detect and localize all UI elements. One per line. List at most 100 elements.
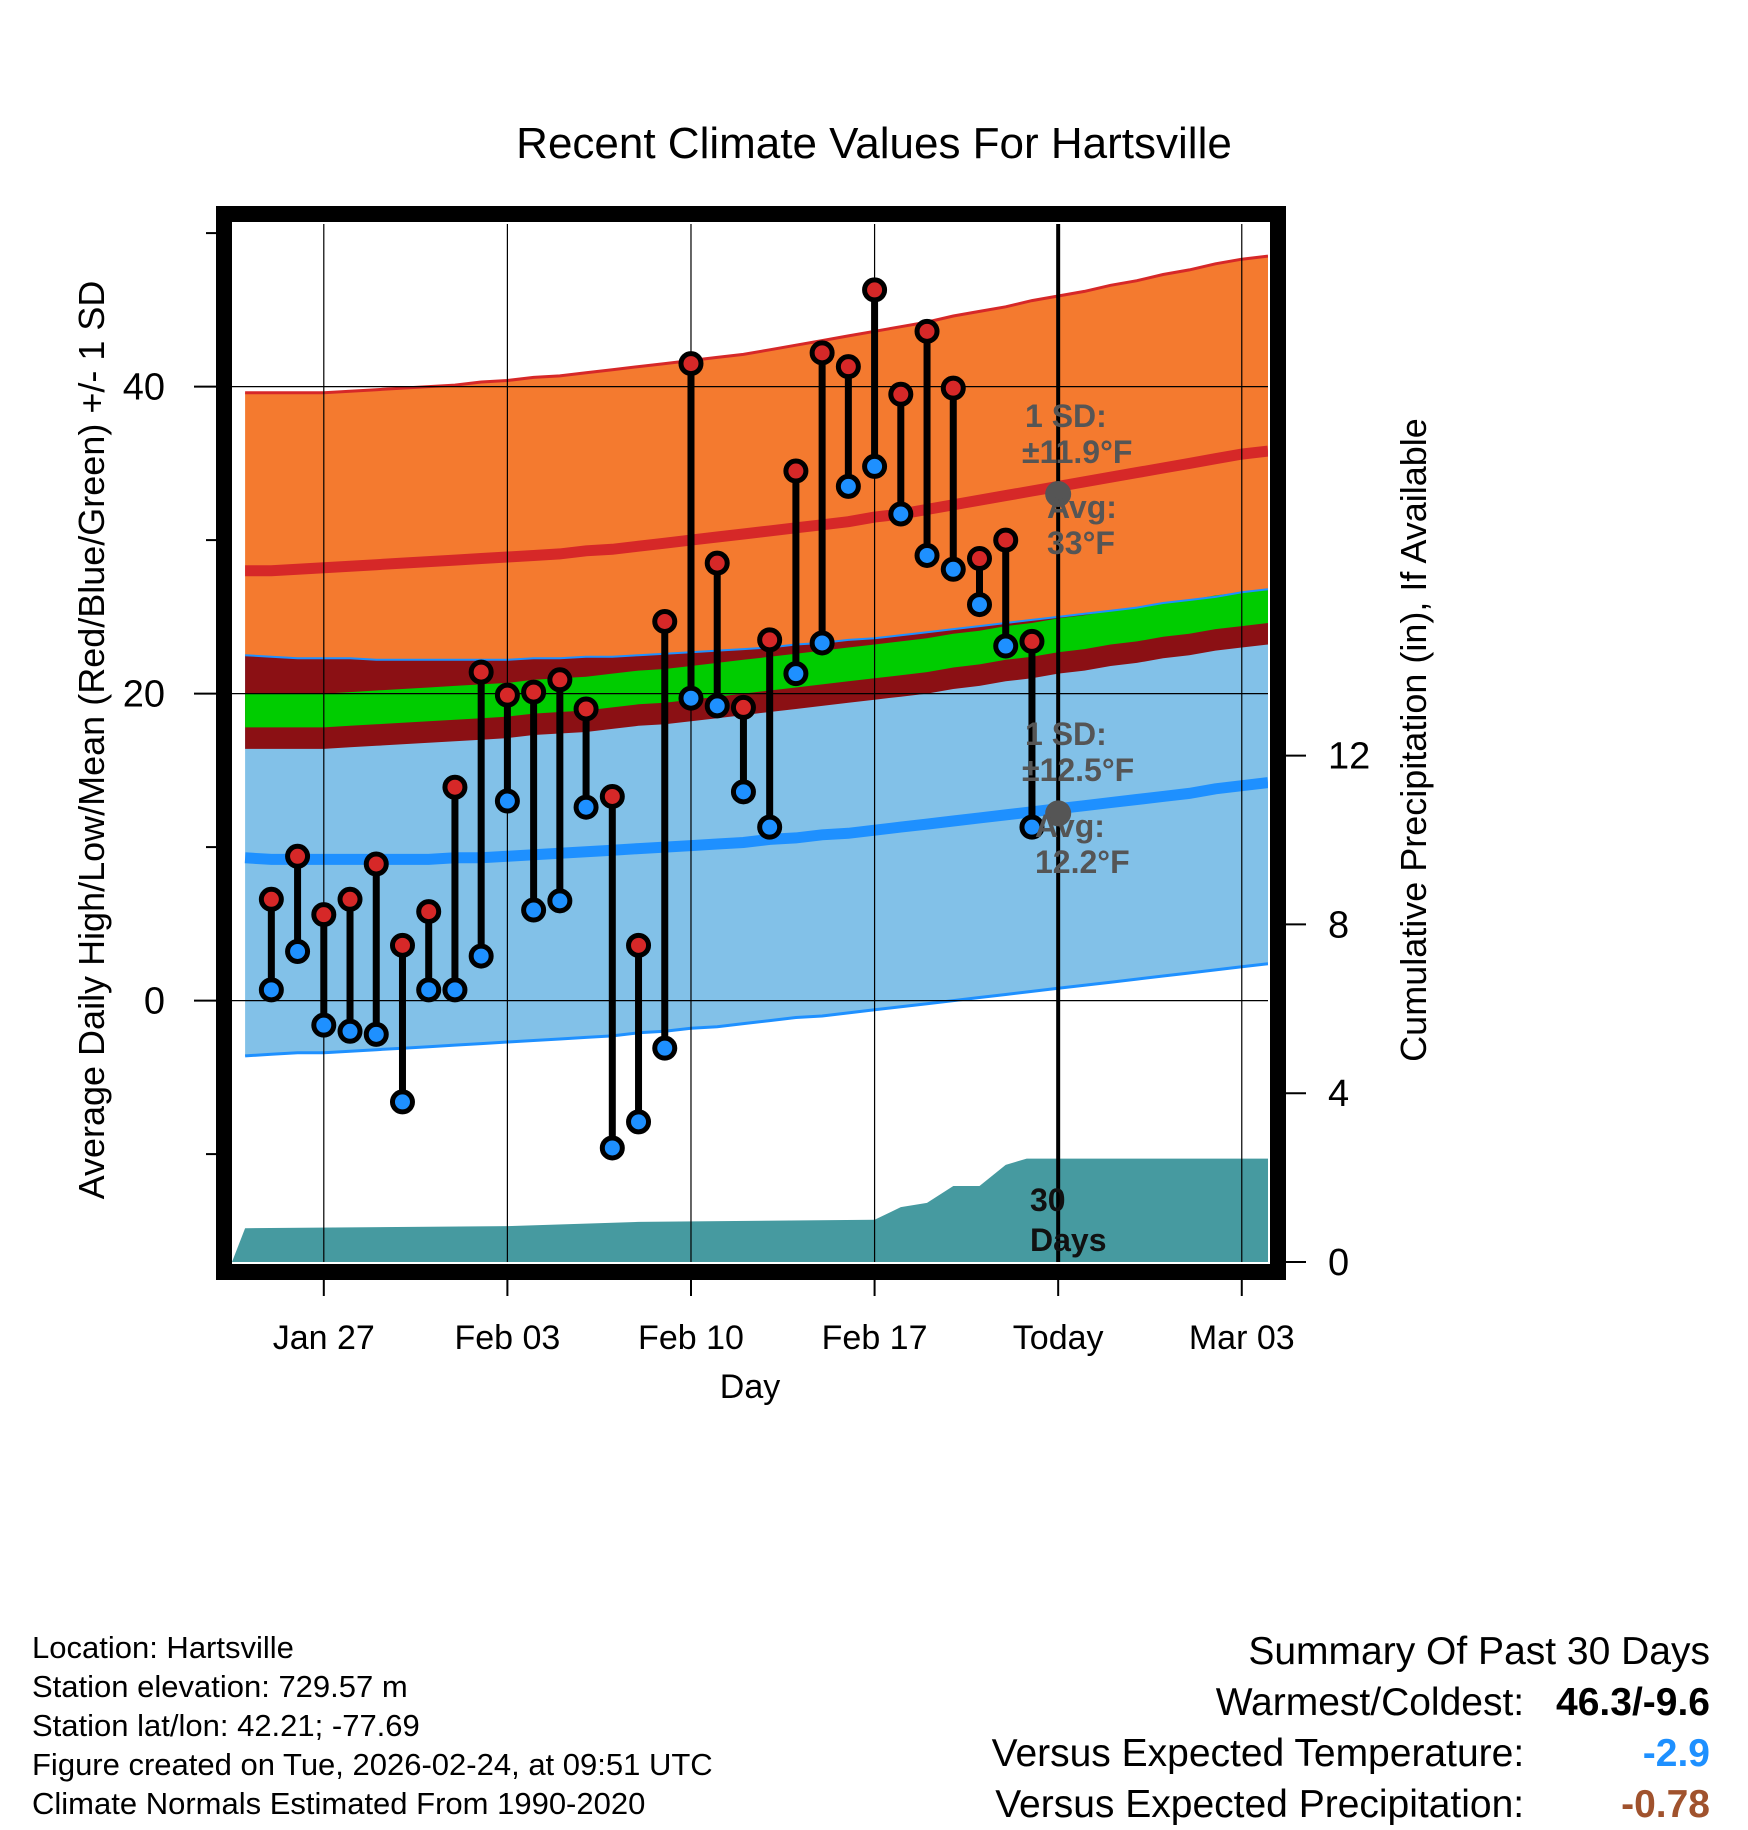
daily-low-point <box>835 473 861 499</box>
low-sd-label: 1 SD: <box>1025 716 1107 752</box>
low-lower-line <box>245 962 1268 1058</box>
daily-low-point <box>389 1089 415 1115</box>
daily-high-point <box>966 546 992 572</box>
plot-frame <box>216 206 1286 1280</box>
daily-low-point <box>730 779 756 805</box>
y2-tick-label: 0 <box>1328 1242 1349 1284</box>
daily-low-point <box>940 556 966 582</box>
low-avg-marker <box>1045 800 1072 827</box>
daily-low-point <box>363 1021 389 1047</box>
daily-high-point <box>363 851 389 877</box>
daily-low-point <box>626 1109 652 1135</box>
location-text: Location: Hartsville <box>32 1630 294 1665</box>
daily-low-point <box>678 685 704 711</box>
daily-high-point <box>521 679 547 705</box>
days-word-label: Days <box>1030 1222 1107 1258</box>
precip-label: Versus Expected Precipitation: <box>995 1783 1525 1826</box>
daily-high-point <box>494 682 520 708</box>
daily-low-point <box>914 542 940 568</box>
station-info: Location: Hartsville Station elevation: … <box>32 1628 713 1823</box>
daily-high-point <box>704 550 730 576</box>
daily-high-point <box>311 902 337 928</box>
daily-low-point <box>757 814 783 840</box>
low-upper-line <box>245 588 1268 661</box>
daily-low-point <box>966 592 992 618</box>
daily-low-point <box>809 630 835 656</box>
y2-axis-label: Cumulative Precipitation (in), If Availa… <box>1393 418 1434 1062</box>
summary-panel: Summary Of Past 30 Days Warmest/Coldest:… <box>810 1626 1710 1830</box>
x-tick-label: Jan 27 <box>273 1319 375 1357</box>
plot-bands <box>232 224 1268 1262</box>
high-mean-line <box>245 445 1268 577</box>
precip-value: -0.78 <box>1621 1783 1710 1826</box>
temp-value: -2.9 <box>1642 1732 1710 1775</box>
chart-title: Recent Climate Values For Hartsville <box>516 119 1232 168</box>
daily-low-point <box>652 1035 678 1061</box>
y2-tick-label: 12 <box>1328 736 1370 778</box>
daily-low-point <box>258 977 284 1003</box>
daily-high-point <box>468 659 494 685</box>
daily-low-point <box>547 888 573 914</box>
daily-high-point <box>599 783 625 809</box>
daily-high-point <box>389 932 415 958</box>
daily-low-point <box>599 1135 625 1161</box>
daily-high-point <box>337 886 363 912</box>
low-avg-value: 12.2°F <box>1035 844 1130 880</box>
days-count-label: 30 <box>1030 1182 1066 1218</box>
high-sd-label: 1 SD: <box>1025 398 1107 434</box>
daily-high-point <box>573 696 599 722</box>
low-mean-line <box>244 777 1268 865</box>
daily-high-point <box>783 458 809 484</box>
high-avg-value: 33°F <box>1047 525 1115 561</box>
daily-high-point <box>258 886 284 912</box>
daily-low-point <box>862 453 888 479</box>
latlon-text: Station lat/lon: 42.21; -77.69 <box>32 1708 420 1743</box>
daily-low-point <box>573 794 599 820</box>
warm-value: 46.3/-9.6 <box>1556 1681 1710 1724</box>
daily-low-point <box>993 633 1019 659</box>
elevation-text: Station elevation: 729.57 m <box>32 1669 408 1704</box>
temp-label: Versus Expected Temperature: <box>991 1732 1525 1775</box>
daily-low-point <box>1019 814 1045 840</box>
daily-high-point <box>888 381 914 407</box>
low-sd-value: ±12.5°F <box>1022 752 1134 788</box>
summary-temp-row: Versus Expected Temperature: -2.9 <box>810 1728 1710 1779</box>
daily-high-point <box>809 340 835 366</box>
daily-low-point <box>442 977 468 1003</box>
y2-tick-label: 4 <box>1328 1073 1349 1115</box>
y-tick-label: 20 <box>123 674 165 716</box>
x-tick-label: Feb 10 <box>638 1319 744 1357</box>
high-upper-line <box>245 254 1268 395</box>
daily-high-point <box>678 351 704 377</box>
daily-high-point <box>652 608 678 634</box>
high-sd-value: ±11.9°F <box>1022 434 1132 470</box>
daily-high-point <box>993 527 1019 553</box>
low-avg-label: Avg: <box>1035 808 1105 844</box>
daily-low-point <box>521 897 547 923</box>
x-tick-label: Mar 03 <box>1189 1319 1295 1357</box>
daily-low-point <box>494 788 520 814</box>
daily-high-point <box>547 667 573 693</box>
daily-high-point <box>1019 628 1045 654</box>
created-text: Figure created on Tue, 2026-02-24, at 09… <box>32 1747 713 1782</box>
summary-warm-row: Warmest/Coldest: 46.3/-9.6 <box>810 1677 1710 1728</box>
y-tick-label: 0 <box>144 981 165 1023</box>
daily-high-point <box>626 932 652 958</box>
daily-high-point <box>730 694 756 720</box>
daily-high-point <box>442 774 468 800</box>
x-tick-label: Feb 03 <box>454 1319 560 1357</box>
daily-low-point <box>468 943 494 969</box>
daily-high-point <box>940 375 966 401</box>
daily-low-point <box>285 938 311 964</box>
daily-low-point <box>337 1018 363 1044</box>
daily-low-point <box>416 977 442 1003</box>
daily-high-point <box>285 843 311 869</box>
precip-area <box>232 1158 1268 1262</box>
y2-tick-label: 8 <box>1328 904 1349 946</box>
daily-low-point <box>704 693 730 719</box>
x-axis-label: Day <box>720 1368 780 1406</box>
daily-high-point <box>914 318 940 344</box>
summary-title: Summary Of Past 30 Days <box>1248 1630 1710 1673</box>
y-tick-label: 40 <box>123 367 165 409</box>
